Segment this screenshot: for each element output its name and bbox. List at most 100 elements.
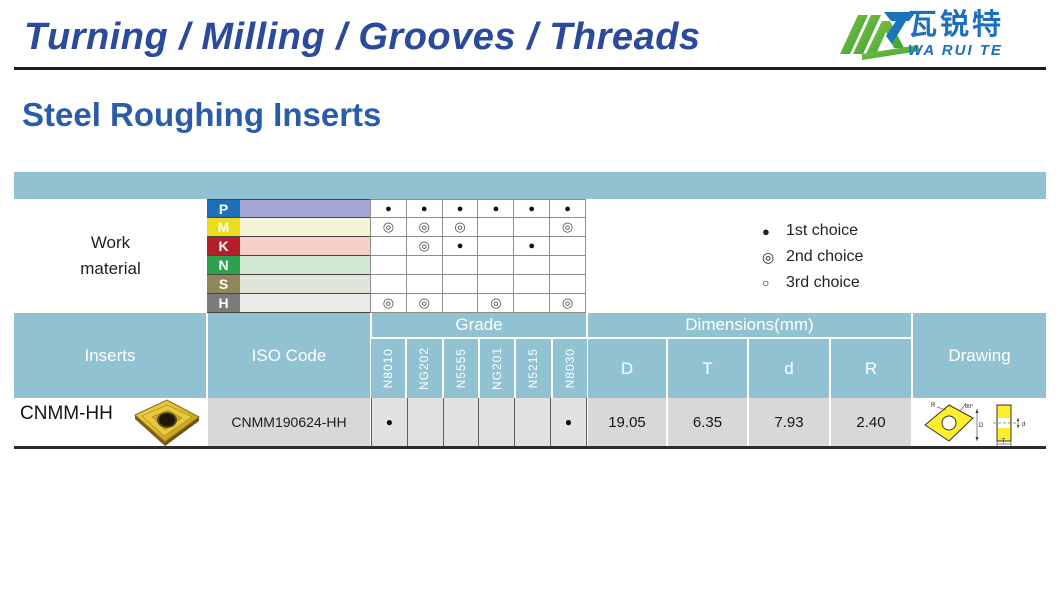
choice-cell-p-n5555: ● — [442, 199, 479, 218]
legend-item-3: ○ 3rd choice — [762, 270, 863, 296]
header-dim-D: D — [588, 339, 666, 398]
drawing-label-thickness: T — [1001, 439, 1005, 445]
nav-title: Turning / Milling / Grooves / Threads — [24, 16, 701, 58]
choice-cell-h-n5555 — [442, 294, 479, 313]
choice-cell-h-ng201: ◎ — [478, 294, 515, 313]
header-dimensions-group: Dimensions(mm) — [588, 313, 911, 337]
legend-label: 1st choice — [786, 222, 859, 239]
choice-cell-h-n5215 — [514, 294, 551, 313]
choice-cell-n-n8030 — [550, 256, 586, 275]
grade-column-label: N8030 — [562, 348, 577, 389]
choice-symbol: ● — [762, 223, 770, 239]
material-color-band-s — [240, 275, 370, 294]
legend-item-1: ● 1st choice — [762, 218, 863, 244]
header-divider — [14, 67, 1046, 70]
dim-D-value: 19.05 — [588, 398, 666, 446]
choice-cell-s-ng202 — [406, 275, 443, 294]
drawing-label-radius: R — [931, 403, 936, 409]
work-material-row-s: S — [207, 275, 586, 294]
choice-cell-n-n5215 — [514, 256, 551, 275]
row-grade-choice-n8030: ● — [551, 398, 587, 446]
material-class-tab-s: S — [207, 275, 240, 294]
choice-cell-s-n8030 — [550, 275, 586, 294]
choice-cell-m-n5555: ◎ — [442, 218, 479, 237]
technical-drawing: R 80° D d T — [923, 402, 1025, 446]
header-inserts: Inserts — [14, 313, 206, 398]
choice-cell-k-n5555: ● — [442, 237, 479, 256]
page-title: Steel Roughing Inserts — [22, 96, 382, 133]
work-material-row-k: K ◎ ● ● — [207, 237, 586, 256]
row-grade-choice-n5215 — [515, 398, 552, 446]
choice-cell-h-n8030: ◎ — [550, 294, 586, 313]
grade-column-n5555: N5555 — [441, 339, 478, 398]
material-class-tab-p: P — [207, 199, 240, 218]
logo-english-name: WA RUI TE — [908, 42, 1003, 59]
logo-chinese-name: 瓦锐特 — [908, 9, 1005, 41]
choice-cell-k-n8030 — [550, 237, 586, 256]
legend-item-2: ◎ 2nd choice — [762, 244, 863, 270]
grade-column-label: N8010 — [381, 348, 396, 389]
choice-cell-n-ng201 — [478, 256, 515, 275]
choice-cell-s-n5555 — [442, 275, 479, 294]
dim-T-value: 6.35 — [668, 398, 747, 446]
row-grade-choice-n5555 — [443, 398, 480, 446]
choice-cell-n-n5555 — [442, 256, 479, 275]
work-material-row-n: N — [207, 256, 586, 275]
material-color-band-n — [240, 256, 370, 275]
work-material-row-m: M ◎ ◎ ◎ ◎ — [207, 218, 586, 237]
legend-label: 2nd choice — [786, 248, 864, 265]
work-material-row-p: P ● ● ● ● ● ● — [207, 199, 586, 218]
table-row-inserts-cell: CNMM-HH — [14, 398, 207, 446]
material-color-band-p — [240, 199, 370, 218]
choice-cell-p-ng201: ● — [478, 199, 515, 218]
grade-column-label: N5555 — [453, 348, 468, 389]
row-grade-cells: ● ● — [371, 398, 587, 446]
choice-symbol: ◎ — [762, 248, 775, 265]
row-grade-choice-ng202 — [407, 398, 444, 446]
choice-cell-p-n5215: ● — [514, 199, 551, 218]
header-grade-group: Grade — [372, 313, 586, 337]
choice-cell-h-ng202: ◎ — [406, 294, 443, 313]
dim-R-value: 2.40 — [831, 398, 911, 446]
drawing-cell: R 80° D d T — [913, 398, 1046, 446]
grade-column-label: NG201 — [490, 346, 505, 391]
choice-cell-k-ng201 — [478, 237, 515, 256]
row-grade-choice-ng201 — [479, 398, 516, 446]
header-dim-T: T — [668, 339, 747, 398]
choice-cell-s-n8010 — [370, 275, 407, 294]
legend-label: 3rd choice — [786, 274, 860, 291]
choice-cell-m-n5215 — [514, 218, 551, 237]
material-color-band-m — [240, 218, 370, 237]
material-color-band-k — [240, 237, 370, 256]
header-dim-d: d — [749, 339, 829, 398]
choice-cell-m-ng201 — [478, 218, 515, 237]
grade-column-label: NG202 — [417, 346, 432, 391]
section-band — [14, 172, 1046, 199]
choice-cell-n-n8010 — [370, 256, 407, 275]
legend: ● 1st choice ◎ 2nd choice ○ 3rd choice — [762, 218, 863, 296]
header-iso-code: ISO Code — [208, 313, 370, 398]
grade-column-label: N5215 — [526, 348, 541, 389]
drawing-label-diameter: D — [979, 423, 984, 429]
company-logo: 瓦锐特 WA RUI TE — [834, 6, 1050, 64]
drawing-label-angle: 80° — [965, 404, 973, 410]
choice-cell-p-ng202: ● — [406, 199, 443, 218]
iso-code-cell: CNMM190624-HH — [208, 398, 370, 446]
dim-d-value: 7.93 — [749, 398, 829, 446]
material-class-tab-m: M — [207, 218, 240, 237]
material-class-tab-n: N — [207, 256, 240, 275]
choice-cell-n-ng202 — [406, 256, 443, 275]
insert-name: CNMM-HH — [20, 403, 113, 424]
choice-cell-k-n5215: ● — [514, 237, 551, 256]
grade-column-n5215: N5215 — [514, 339, 551, 398]
header-drawing: Drawing — [913, 313, 1046, 398]
insert-photo — [134, 399, 200, 446]
work-material-label-line2: material — [80, 259, 141, 278]
grade-columns: N8010 NG202 N5555 NG201 N5215 N8030 — [371, 339, 587, 398]
grade-column-n8010: N8010 — [371, 339, 406, 398]
work-material-row-h: H ◎ ◎ ◎ ◎ — [207, 294, 586, 313]
choice-cell-m-n8030: ◎ — [550, 218, 586, 237]
choice-cell-k-n8010 — [370, 237, 407, 256]
drawing-label-hole: d — [1022, 422, 1025, 428]
